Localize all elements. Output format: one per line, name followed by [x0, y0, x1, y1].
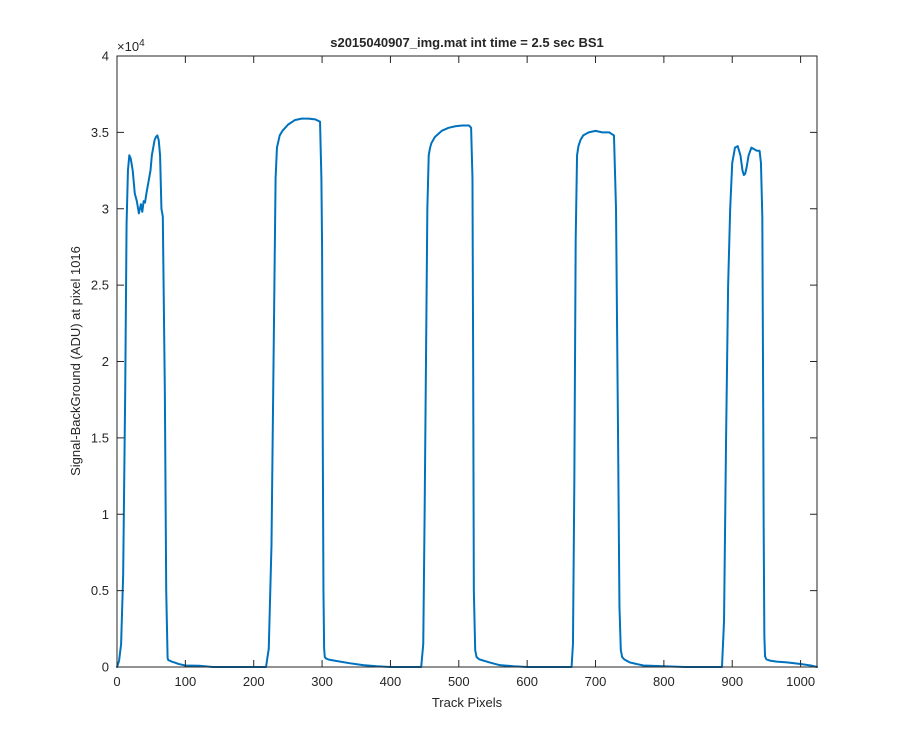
y-tick-label: 4 [102, 49, 109, 64]
x-tick-label: 800 [653, 674, 675, 689]
x-tick-label: 900 [721, 674, 743, 689]
x-ticks: 0 100 200 300 400 500 600 700 800 900 1000 [113, 56, 815, 689]
plot-area [117, 56, 817, 667]
y-tick-label: 1 [102, 507, 109, 522]
chart-title: s2015040907_img.mat int time = 2.5 sec B… [330, 35, 604, 50]
x-tick-label: 500 [448, 674, 470, 689]
y-tick-label: 2 [102, 354, 109, 369]
x-tick-label: 0 [113, 674, 120, 689]
y-tick-label: 0 [102, 660, 109, 675]
y-tick-label: 1.5 [91, 430, 109, 445]
y-tick-label: 0.5 [91, 583, 109, 598]
x-tick-label: 300 [311, 674, 333, 689]
x-axis-label: Track Pixels [432, 695, 503, 710]
y-axis-multiplier-base: ×10 [117, 39, 139, 54]
x-tick-label: 1000 [786, 674, 815, 689]
x-tick-label: 600 [516, 674, 538, 689]
y-ticks: 0 0.5 1 1.5 2 2.5 3 3.5 4 [91, 49, 817, 675]
y-axis-label: Signal-BackGround (ADU) at pixel 1016 [68, 246, 83, 476]
y-axis-multiplier: ×104 [117, 38, 145, 54]
y-tick-label: 3 [102, 201, 109, 216]
x-tick-label: 400 [380, 674, 402, 689]
x-tick-label: 100 [175, 674, 197, 689]
y-tick-label: 2.5 [91, 278, 109, 293]
x-tick-label: 700 [585, 674, 607, 689]
y-tick-label: 3.5 [91, 125, 109, 140]
y-axis-multiplier-exponent: 4 [139, 38, 145, 49]
series-line [116, 117, 818, 668]
x-tick-label: 200 [243, 674, 265, 689]
series-layer [116, 117, 818, 668]
